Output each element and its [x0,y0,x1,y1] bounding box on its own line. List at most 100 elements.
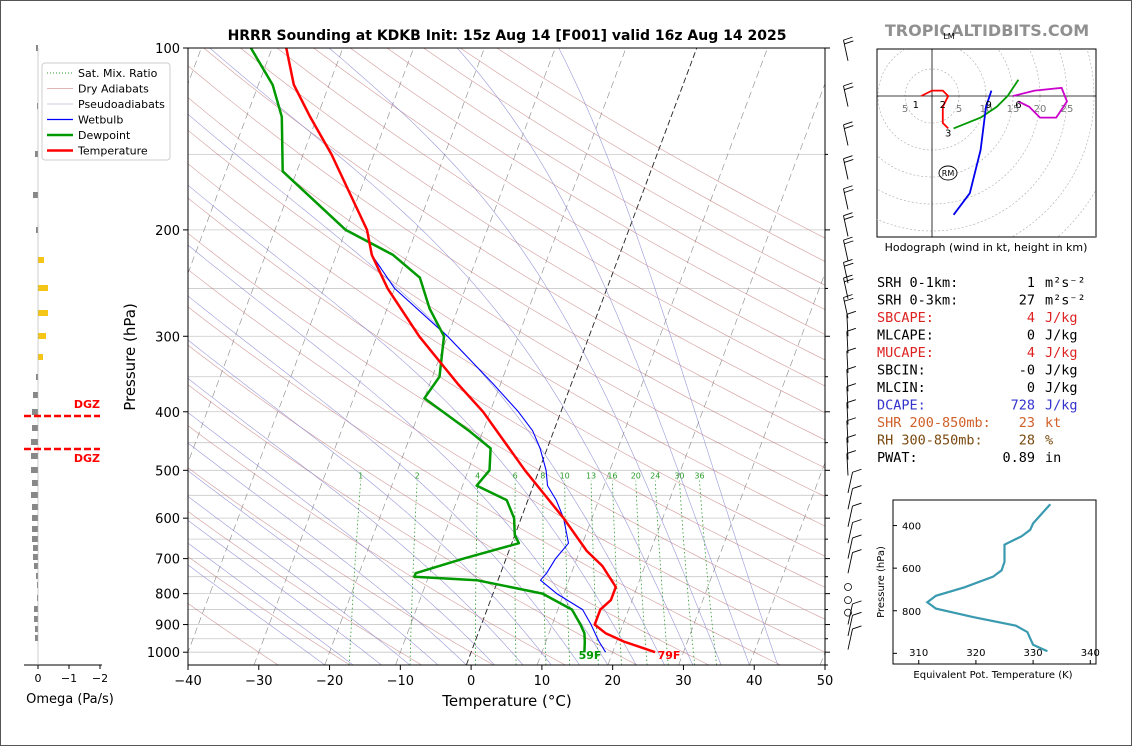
dry-adiabat [313,48,825,361]
wind-barb [843,294,854,319]
isotherm-line [253,48,485,665]
barb-flag [843,82,853,87]
wind-barb [847,534,862,559]
omega-bar [35,151,38,157]
dry-adiabat [188,306,781,665]
omega-bar [38,257,44,263]
mixing-ratio-label: 1 [358,472,363,481]
dry-adiabat [188,197,825,588]
dewpoint-line [249,48,587,653]
watermark: TROPICALTIDBITS.COM [885,21,1089,40]
param-value: 0 [1027,328,1035,344]
barb-flag [846,399,856,404]
param-value: 1 [1027,275,1035,291]
dry-adiabat [188,425,566,665]
param-label: SRH 0-3km: [877,293,958,309]
omega-bar [31,492,38,498]
barb-flag [846,365,856,370]
calm-wind-circle [844,608,852,617]
param-value: 0 [1027,380,1035,396]
wind-barb [847,502,862,527]
omega-bar [36,374,38,380]
omega-bar [32,504,38,510]
omega-bar [31,453,38,459]
y-tick-label: 700 [155,553,180,568]
calm-wind-circle [844,596,852,605]
omega-bar [36,45,38,51]
barb-flag [843,259,853,263]
wind-barb [843,82,854,107]
hodograph-ring-label: 15 [1007,104,1020,115]
omega-bar [35,626,38,632]
barb-flag [852,502,862,507]
barb-flag [852,600,862,605]
wind-barb [847,625,862,650]
hodograph-6-9km [1012,86,1069,119]
dry-adiabat [188,467,494,665]
mixing-ratio-line [590,480,599,665]
dgz-label: DGZ [74,452,100,465]
barb-flag [844,86,854,91]
barb-flag [844,278,854,283]
moist-adiabat [188,564,325,665]
x-tick-label: 50 [817,674,834,689]
theta-e-y-tick-label: 800 [902,607,921,618]
wind-barb [843,274,854,299]
wind-barb [846,399,856,425]
omega-bar [38,354,43,360]
moist-adiabat [188,470,439,665]
hodograph-ring-label: 5 [956,104,962,115]
wind-barb [844,596,852,605]
mixing-ratio-line [612,480,622,665]
barb-flag [843,236,853,241]
param-label: MLCIN: [877,380,926,396]
param-unit: J/kg [1045,310,1078,326]
param-value: 0.89 [1002,450,1035,466]
hodograph-rm-label: RM [942,169,955,178]
barb-flag [852,549,862,553]
omega-bar [33,392,38,398]
dry-adiabat [188,556,351,665]
y-tick-label: 400 [155,406,180,421]
wind-barb [843,155,854,180]
barb-shaft [847,488,853,510]
theta-e-y-label: Pressure (hPa) [876,546,887,618]
barb-flag [843,155,853,160]
skewt-background-lines: 1 2 4 6 8 10 13 16 20 24 30 36 [188,48,825,665]
parameter-table: SRH 0-1km: 1 m²s⁻² SRH 0-3km: 27 m²s⁻² SBCAPE:… [877,275,1086,466]
theta-e-x-label: Equivalent Pot. Temperature (K) [913,670,1072,681]
skewt-profiles [249,48,656,654]
chart-title: HRRR Sounding at KDKB Init: 15z Aug 14 [… [228,28,787,44]
y-tick-label: 900 [155,619,180,634]
param-unit: m²s⁻² [1045,275,1086,291]
barb-shaft [846,402,849,425]
omega-bar [33,192,38,198]
param-label: SRH 0-1km: [877,275,958,291]
hodograph-height-label: 2 [940,100,946,111]
barb-shaft [847,603,853,625]
moist-adiabat [188,519,382,665]
wind-barb [846,383,856,409]
wind-barb [843,259,854,284]
wind-barb [847,519,862,544]
theta-e-x-tick-label: 340 [1081,648,1100,659]
legend: Sat. Mix. Ratio Dry Adiabats Pseudoadiabat… [41,62,171,161]
omega-bar [32,526,38,532]
moist-adiabat [188,442,467,665]
theta-e-x-tick-label: 310 [909,648,928,659]
barb-flag [843,185,853,190]
mixing-ratio-label: 20 [631,472,641,481]
omega-tick-label: 0 [35,672,42,685]
theta-e-y-tick-label: 400 [902,522,921,533]
hodograph-3-6km [953,79,1020,130]
legend-label: Pseudoadiabats [78,98,165,111]
y-tick-label: 800 [155,588,180,603]
moist-adiabat [188,412,495,665]
legend-label: Temperature [77,145,148,158]
hodograph-ring-label: 20 [1034,104,1047,115]
omega-axis-label: Omega (Pa/s) [26,692,114,707]
barb-shaft [847,472,853,494]
param-label: SHR 200-850mb: [877,415,991,431]
theta-e-x-tick-label: 320 [966,648,985,659]
